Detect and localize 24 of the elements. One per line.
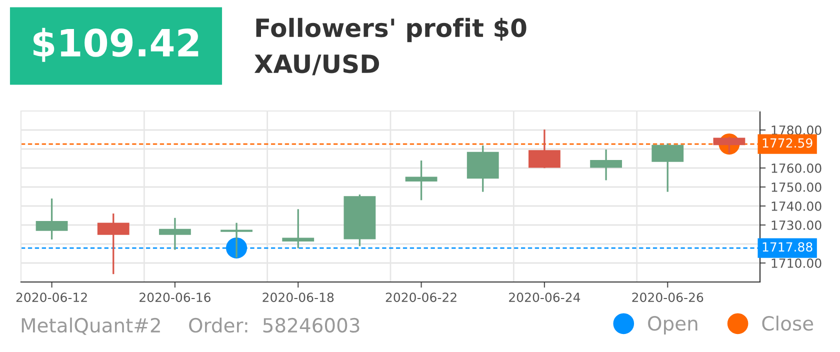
ref-line-label: 1717.88 [762,242,812,252]
chart-subtitle: XAU/USD [254,54,380,76]
y-tick-label: 1780.00 [772,125,822,135]
candlestick [405,160,438,200]
y-tick-label: 1750.00 [772,182,822,192]
legend-label: Close [762,316,814,331]
x-tick-label: 2020-06-12 [16,292,87,302]
y-tick-label: 1740.00 [772,201,822,211]
chart-title: Followers' profit $0 [256,18,526,42]
x-tick-label: 2020-06-18 [262,292,334,302]
y-tick-label: 1710.00 [772,258,822,268]
text: $109.42 [34,28,198,62]
y-tick-label: 1760.00 [772,163,822,173]
candlestick [159,218,191,250]
text: Order: 58246003 [189,318,360,333]
x-tick-label: 2020-06-26 [632,292,704,302]
x-tick-label: 2020-06-24 [509,292,580,302]
ref-line-label: 1772.59 [762,138,812,148]
x-tick-label: 2020-06-22 [386,292,456,302]
legend-label: Open [648,316,698,334]
candlestick [282,209,314,248]
y-tick-label: 1730.00 [772,220,822,230]
text: MetalQuant#2 [22,318,160,335]
x-tick-label: 2020-06-16 [140,292,210,302]
